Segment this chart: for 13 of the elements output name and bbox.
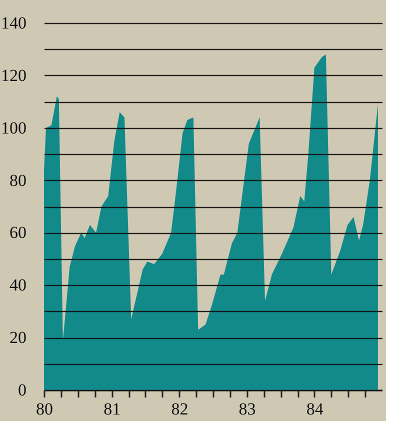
- x-tick-label: 83: [238, 400, 256, 418]
- x-tick-label: 80: [36, 400, 53, 418]
- y-tick-label: 60: [10, 223, 26, 242]
- y-tick-label: 40: [10, 276, 26, 295]
- x-tick-label: 81: [104, 400, 121, 418]
- y-tick-label: 0: [18, 380, 26, 400]
- y-tick-label: 120: [1, 66, 26, 85]
- y-tick-label: 140: [1, 14, 26, 32]
- y-tick-label: 80: [10, 170, 26, 190]
- x-tick-label: 84: [306, 400, 324, 418]
- y-tick-label: 100: [1, 118, 26, 138]
- y-tick-label: 20: [10, 328, 26, 348]
- x-tick-label: 82: [171, 400, 188, 418]
